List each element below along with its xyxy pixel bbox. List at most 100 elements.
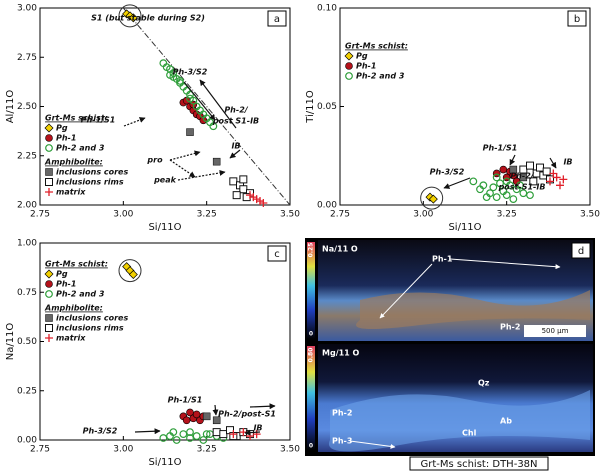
scale-max: 0.80 xyxy=(308,348,315,363)
point xyxy=(526,191,534,200)
annotation: Ph-1/S1 xyxy=(168,396,203,405)
point xyxy=(502,177,511,186)
arrow xyxy=(443,177,471,189)
legend-marker xyxy=(45,324,53,332)
annotation: post S1-IB xyxy=(212,117,259,126)
legend-marker xyxy=(45,178,53,186)
point xyxy=(469,177,478,186)
legend-label: Ph-2 and 3 xyxy=(56,144,105,153)
legend-marker xyxy=(45,168,53,176)
annotation: Ph-1/S1 xyxy=(81,116,116,125)
point xyxy=(509,195,518,203)
point xyxy=(428,194,438,204)
legend-marker xyxy=(45,280,53,288)
annotation: S1 (but stable during S2) xyxy=(91,14,205,23)
point xyxy=(172,436,181,444)
legend-label: inclusions rims xyxy=(56,178,124,187)
mineral-label: Ab xyxy=(500,417,512,426)
point xyxy=(492,173,501,182)
point xyxy=(546,177,554,186)
annotation: pro xyxy=(146,156,163,165)
legend-marker xyxy=(44,269,54,279)
arrow xyxy=(244,429,261,436)
annotation: post-S1-IB xyxy=(498,183,546,192)
point xyxy=(552,173,561,182)
annotation: Ph-3/S2 xyxy=(83,427,118,436)
scale-max: 0.25 xyxy=(308,243,315,258)
arrow xyxy=(169,159,196,178)
legend-marker xyxy=(45,290,53,298)
legend-group-title: Amphibolite: xyxy=(44,304,103,313)
y-tick-label: 0.75 xyxy=(17,288,37,298)
point xyxy=(482,193,491,202)
arrow xyxy=(509,154,516,166)
point xyxy=(212,416,221,425)
arrow xyxy=(349,440,396,449)
point xyxy=(179,430,188,438)
legend-label: Pg xyxy=(56,124,68,133)
arrow xyxy=(183,81,216,121)
point xyxy=(159,434,168,442)
caption: Grt-Ms schist: DTH-38N xyxy=(420,459,537,470)
point xyxy=(559,175,568,184)
mineral-label: Ph-2 xyxy=(500,323,520,332)
point xyxy=(492,193,501,202)
point xyxy=(536,163,544,172)
legend-label: inclusions cores xyxy=(56,314,128,323)
panel-label: b xyxy=(574,14,580,25)
panel-label: a xyxy=(274,14,280,25)
annotation: Ph-2/ xyxy=(510,172,534,181)
point xyxy=(492,169,501,178)
enclosure xyxy=(420,186,444,210)
arrow xyxy=(549,157,557,169)
annotation: peak xyxy=(153,176,177,185)
point xyxy=(189,96,198,105)
x-axis-label: Si/11O xyxy=(148,222,181,233)
scale-bar: 500 µm xyxy=(542,327,569,335)
point xyxy=(186,128,194,136)
point xyxy=(182,416,191,425)
element-label: Mg/11 O xyxy=(322,349,360,358)
point xyxy=(186,90,194,99)
panel-label-box xyxy=(267,10,287,27)
legend-marker xyxy=(45,134,53,142)
legend-marker xyxy=(345,72,353,80)
point xyxy=(202,430,211,438)
color-bar xyxy=(307,242,315,339)
point xyxy=(229,430,238,439)
point xyxy=(166,71,174,79)
point xyxy=(259,199,268,208)
legend-marker xyxy=(45,334,53,342)
panel-label: d xyxy=(578,246,584,257)
panel-label-box xyxy=(567,10,587,27)
point xyxy=(219,430,228,439)
point xyxy=(499,165,508,174)
legend-label: Pg xyxy=(56,270,68,279)
point xyxy=(239,175,248,184)
mineral-band xyxy=(328,390,590,452)
y-tick-label: 0.10 xyxy=(317,4,337,14)
point xyxy=(256,197,264,206)
mineral-label: Ph-2 xyxy=(332,409,352,418)
annotation: IB xyxy=(231,142,240,151)
element-label: Na/11 O xyxy=(322,245,358,254)
annotation: IB xyxy=(563,158,572,167)
legend-group-title: Grt-Ms schist: xyxy=(45,260,108,269)
point xyxy=(249,193,258,202)
y-tick-label: 3.00 xyxy=(17,4,37,14)
point xyxy=(202,412,211,421)
y-tick-label: 0.50 xyxy=(17,337,37,347)
x-tick-label: 3.50 xyxy=(580,210,600,220)
y-tick-label: 0.00 xyxy=(17,436,37,446)
y-axis-label: Ti/11O xyxy=(305,90,316,124)
panel-label-box xyxy=(571,242,591,259)
legend-marker xyxy=(344,51,354,61)
legend-label: Ph-2 and 3 xyxy=(56,290,105,299)
point xyxy=(252,195,261,204)
point xyxy=(502,191,511,200)
x-axis-label: Si/11O xyxy=(148,457,181,468)
panel-label: c xyxy=(274,249,280,260)
legend-label: Ph-2 and 3 xyxy=(356,72,405,81)
x-tick-label: 2.75 xyxy=(330,210,350,220)
x-tick-label: 3.00 xyxy=(113,210,133,220)
